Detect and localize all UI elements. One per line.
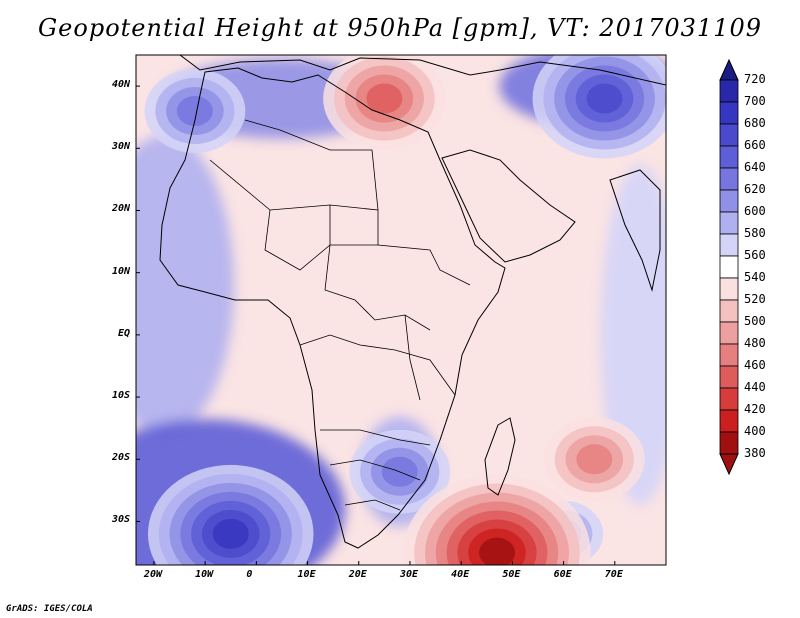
lat-label: 10N — [111, 265, 130, 277]
colorbar-swatch — [719, 167, 739, 191]
colorbar-label: 480 — [744, 336, 766, 350]
colorbar-swatch — [719, 101, 739, 125]
lon-label: 70E — [604, 569, 623, 580]
colorbar-swatch — [719, 387, 739, 411]
map-frame — [135, 54, 667, 566]
low-contour — [576, 444, 613, 475]
colorbar-swatch — [719, 189, 739, 213]
arabia-coastline — [441, 149, 576, 263]
field-region — [600, 164, 666, 505]
colorbar — [719, 58, 739, 476]
colorbar-label: 560 — [744, 248, 766, 262]
colorbar-top-arrow — [719, 58, 739, 81]
lon-label: 20E — [348, 569, 367, 580]
colorbar-label: 460 — [744, 358, 766, 372]
field-region — [136, 135, 235, 436]
lon-label: 10E — [297, 569, 316, 580]
axis-ticks — [136, 85, 616, 565]
low-contour — [366, 83, 403, 114]
lat-label: 10S — [111, 390, 130, 402]
colorbar-swatch — [719, 431, 739, 455]
colorbar-swatch — [719, 299, 739, 323]
low-contour — [479, 537, 516, 565]
india-coastline — [609, 169, 661, 292]
colorbar-label: 420 — [744, 402, 766, 416]
lon-label: 20W — [143, 569, 162, 580]
map-title: Geopotential Height at 950hPa [gpm], VT:… — [38, 14, 762, 42]
lon-label: 30E — [399, 569, 419, 580]
colorbar-label: 440 — [744, 380, 766, 394]
colorbar-swatch — [719, 123, 739, 147]
lat-label: 30N — [111, 141, 130, 153]
europe-coastline — [179, 55, 666, 86]
colorbar-bottom-arrow — [719, 453, 739, 476]
colorbar-label: 580 — [744, 226, 766, 240]
high-contour — [176, 95, 213, 126]
colorbar-swatch — [719, 365, 739, 389]
lat-label: EQ — [117, 327, 130, 339]
country-borders — [209, 119, 471, 511]
lat-label: 20S — [111, 452, 130, 464]
colorbar-swatch — [719, 321, 739, 345]
colorbar-label: 600 — [744, 204, 766, 218]
lon-label: 50E — [502, 569, 521, 580]
lon-label: 0 — [246, 569, 253, 580]
colorbar-label: 680 — [744, 116, 766, 130]
colorbar-swatch — [719, 343, 739, 367]
lon-label: 40E — [451, 569, 470, 580]
africa-coastline — [159, 67, 506, 549]
lat-label: 30S — [111, 514, 130, 526]
lat-label: 20N — [111, 203, 130, 215]
lat-label: 40N — [111, 79, 130, 91]
colorbar-label: 620 — [744, 182, 766, 196]
colorbar-swatch — [719, 233, 739, 257]
colorbar-label: 720 — [744, 72, 766, 86]
colorbar-swatch — [719, 409, 739, 433]
lon-label: 10W — [195, 569, 214, 580]
colorbar-label: 380 — [744, 446, 766, 460]
colorbar-label: 660 — [744, 138, 766, 152]
colorbar-label: 700 — [744, 94, 766, 108]
colorbar-label: 500 — [744, 314, 766, 328]
high-contour — [212, 518, 249, 549]
grads-credit: GrADS: IGES/COLA — [6, 604, 93, 614]
colorbar-label: 520 — [744, 292, 766, 306]
colorbar-swatch — [719, 277, 739, 301]
colorbar-swatch — [719, 145, 739, 169]
colorbar-label: 640 — [744, 160, 766, 174]
colorbar-label: 540 — [744, 270, 766, 284]
colorbar-swatch — [719, 211, 739, 235]
high-contour — [586, 83, 623, 114]
colorbar-label: 400 — [744, 424, 766, 438]
lon-label: 60E — [553, 569, 572, 580]
colorbar-swatch — [719, 255, 739, 279]
madagascar-coastline — [484, 417, 516, 496]
colorbar-swatch — [719, 79, 739, 103]
